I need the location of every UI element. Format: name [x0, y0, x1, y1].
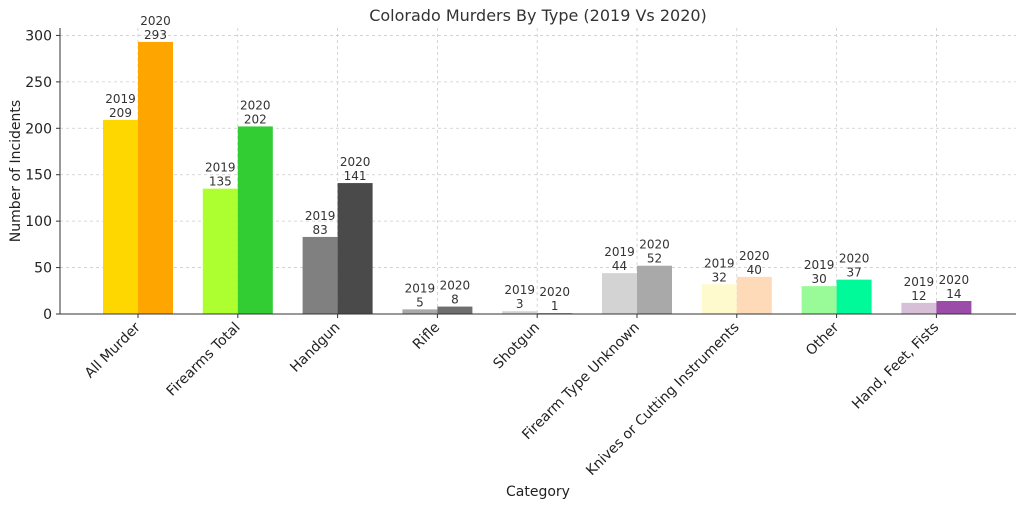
bar-2019: [302, 236, 338, 314]
bar-series-label: 2020: [140, 14, 171, 28]
x-axis-title: Category: [506, 484, 570, 500]
bar-series-label: 2020: [739, 249, 770, 263]
bar-value-label: 40: [747, 263, 762, 277]
bar-series-label: 2020: [240, 98, 271, 112]
bar-2019: [701, 284, 737, 314]
x-tick-label: All Murder: [82, 319, 144, 381]
bar-value-label: 135: [209, 175, 232, 189]
bar-value-label: 83: [312, 223, 327, 237]
x-tick-label: Hand, Feet, Fists: [849, 320, 942, 413]
bar-series-label: 2019: [904, 275, 935, 289]
bar-series-label: 2019: [305, 209, 336, 223]
bar-series-label: 2019: [205, 161, 236, 175]
y-tick-label: 200: [25, 121, 52, 137]
bar-series-label: 2019: [604, 245, 635, 259]
bar-series-label: 2019: [804, 258, 835, 272]
y-tick-label: 250: [25, 75, 52, 91]
bar-value-label: 12: [911, 289, 926, 303]
x-tick-label: Firearms Total: [164, 320, 244, 400]
bar-series-label: 2020: [340, 155, 371, 169]
y-tick-label: 300: [25, 28, 52, 44]
x-tick-label: Other: [803, 319, 843, 359]
bar-series-label: 2020: [839, 252, 870, 266]
bar-2019: [103, 119, 138, 314]
bar-value-label: 30: [811, 272, 826, 286]
bar-value-label: 37: [846, 266, 861, 280]
chart-title: Colorado Murders By Type (2019 Vs 2020): [369, 6, 707, 25]
bar-series-label: 2019: [504, 283, 535, 297]
bars: [103, 41, 972, 315]
x-tick-label: Rifle: [410, 320, 443, 353]
bar-value-label: 141: [344, 169, 367, 183]
bar-2020: [936, 301, 972, 314]
bar-2020: [337, 183, 373, 314]
bar-2019: [602, 273, 637, 314]
bar-2019: [202, 188, 238, 314]
y-tick-label: 0: [43, 307, 52, 323]
bar-2020: [138, 41, 173, 315]
x-tick-label: Shotgun: [490, 320, 543, 373]
y-tick-label: 150: [25, 168, 52, 184]
y-tick-label: 100: [25, 214, 52, 230]
bar-series-label: 2020: [639, 238, 670, 252]
bar-value-label: 8: [451, 293, 459, 307]
bar-2020: [437, 306, 473, 314]
bar-series-label: 2020: [539, 285, 570, 299]
y-tick-label: 50: [34, 261, 52, 277]
bar-2020: [836, 279, 872, 314]
bar-value-label: 14: [946, 287, 961, 301]
bar-2020: [237, 126, 273, 314]
bar-series-label: 2019: [405, 281, 436, 295]
bar-2020: [637, 265, 672, 314]
bar-2020: [736, 276, 772, 314]
bar-series-label: 2019: [105, 92, 136, 106]
bar-value-label: 1: [551, 299, 559, 313]
bar-value-label: 293: [144, 28, 167, 42]
bar-2019: [502, 311, 538, 314]
bar-2019: [402, 309, 438, 314]
x-tick-label: Firearm Type Unknown: [519, 320, 643, 444]
bar-value-label: 202: [244, 112, 267, 126]
bar-value-label: 5: [416, 295, 424, 309]
bar-value-label: 3: [516, 297, 524, 311]
bar-series-label: 2020: [939, 273, 970, 287]
bar-value-label: 209: [109, 106, 132, 120]
bar-series-label: 2019: [704, 256, 735, 270]
bar-2019: [801, 286, 837, 314]
x-tick-label: Handgun: [287, 320, 343, 376]
bar-series-label: 2020: [440, 279, 471, 293]
bar-value-label: 44: [612, 259, 627, 273]
bar-2019: [901, 302, 937, 314]
y-axis-title: Number of Incidents: [8, 100, 24, 242]
bar-value-label: 32: [712, 270, 727, 284]
bar-value-label: 52: [647, 252, 662, 266]
